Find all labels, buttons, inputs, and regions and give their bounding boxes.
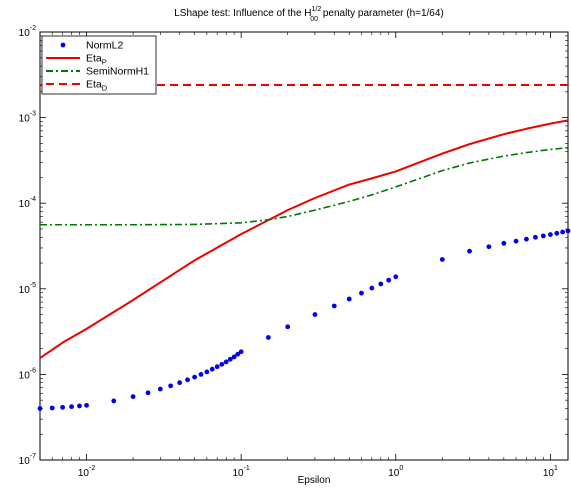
data-point (513, 238, 519, 244)
data-point (198, 372, 204, 377)
x-tick-label: 10-1 (232, 465, 249, 479)
x-axis: 10-2 10-1 100 101 (39, 32, 558, 479)
data-point (554, 230, 560, 236)
x-tick-label: 10-2 (78, 465, 95, 479)
plot-area (39, 31, 569, 461)
data-point (192, 374, 198, 380)
data-point (204, 369, 210, 375)
data-point (369, 285, 375, 291)
title-suffix: penalty parameter (h=1/64) (320, 8, 444, 19)
data-point (486, 244, 492, 250)
legend-label: SemiNormH1 (86, 66, 149, 78)
series-norml2 (37, 228, 571, 411)
y-axis: 10-7 10-6 10-5 10-4 10-3 10-2 (19, 25, 568, 467)
y-tick-label: 10-2 (19, 25, 36, 39)
title-prefix: LShape test: Influence of the H (174, 8, 311, 19)
data-point (168, 383, 174, 389)
data-point (130, 394, 136, 400)
y-tick-label: 10-7 (19, 453, 36, 467)
series-etap (39, 119, 569, 359)
data-point (223, 359, 229, 365)
data-point (111, 398, 117, 404)
title-sub: 00 (310, 16, 318, 23)
data-point (331, 303, 337, 309)
data-point (238, 349, 244, 355)
data-point (524, 236, 529, 242)
x-tick-label: 101 (543, 465, 558, 479)
series-line (40, 146, 569, 226)
chart-title-text: LShape test: Influence of the H1/2 00 pen… (174, 6, 444, 23)
data-point (532, 234, 538, 240)
y-tick-label: 10-6 (19, 367, 36, 381)
data-point (393, 274, 399, 280)
data-point (285, 324, 291, 330)
y-tick-label: 10-3 (19, 111, 36, 125)
data-point (227, 356, 233, 362)
data-point (378, 281, 384, 287)
y-tick-label: 10-5 (19, 282, 36, 296)
data-point (386, 277, 392, 283)
data-point (84, 402, 89, 408)
data-point (69, 404, 74, 410)
data-point (359, 290, 364, 296)
data-point (312, 312, 318, 317)
data-point (209, 366, 215, 372)
data-point (231, 354, 237, 360)
chart-title: LShape test: Influence of the H1/2 00 pen… (174, 6, 444, 23)
y-tick-label: 10-4 (19, 196, 36, 210)
data-point (540, 233, 546, 239)
legend-label: EtaD (86, 79, 108, 93)
data-point (49, 405, 55, 411)
data-point (547, 232, 553, 237)
data-point (37, 406, 43, 411)
data-point (145, 390, 151, 396)
data-point (157, 386, 163, 392)
data-point (77, 403, 82, 409)
data-point (439, 257, 445, 262)
data-point (177, 380, 183, 386)
data-point (185, 377, 190, 383)
x-axis-label: Epsilon (298, 475, 331, 486)
data-point (565, 228, 571, 234)
data-point (60, 404, 65, 410)
data-point (346, 296, 352, 302)
x-tick-label: 100 (388, 465, 403, 479)
data-point (501, 240, 507, 246)
data-point (265, 335, 271, 340)
legend-label: NormL2 (86, 40, 124, 52)
data-point (214, 364, 220, 370)
series-seminormh1 (40, 146, 569, 226)
data-point (219, 361, 225, 367)
legend-marker (60, 42, 66, 48)
series-line (39, 119, 569, 359)
legend-label: EtaP (86, 53, 107, 67)
data-point (235, 351, 241, 357)
data-point (467, 248, 472, 254)
series-layer (37, 84, 571, 411)
title-sup: 1/2 (312, 6, 322, 13)
data-point (560, 229, 566, 235)
